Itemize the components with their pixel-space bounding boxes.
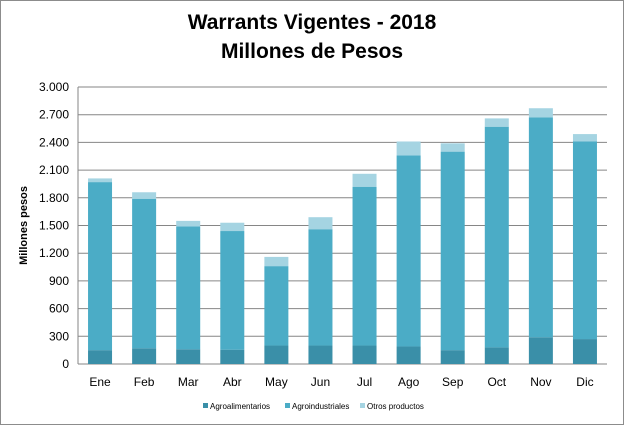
bar-otros-productos: [528, 108, 553, 118]
y-tick-label: 600: [49, 302, 69, 316]
bar-otros-productos: [484, 118, 509, 127]
y-axis-label: Millones pesos: [18, 186, 30, 265]
bar-agroindustriales: [572, 141, 597, 340]
x-tick-label: Feb: [134, 375, 155, 389]
bar-agroalimentarios: [220, 349, 245, 364]
legend-label: Agroalimentarios: [210, 402, 270, 411]
bar-agroindustriales: [88, 182, 113, 351]
x-tick-label: Abr: [223, 375, 242, 389]
bar-agroindustriales: [484, 126, 509, 348]
bar-agroalimentarios: [308, 345, 333, 364]
bar-otros-productos: [308, 217, 333, 230]
x-tick-label: Oct: [487, 375, 506, 389]
x-tick-label: Jun: [311, 375, 330, 389]
bar-otros-productos: [220, 222, 245, 232]
x-tick-label: May: [265, 375, 288, 389]
bar-agroalimentarios: [88, 350, 113, 364]
chart-title: Warrants Vigentes - 2018 Millones de Pes…: [0, 8, 624, 66]
bar-agroindustriales: [264, 266, 289, 346]
x-tick-label: Jul: [357, 375, 372, 389]
y-tick-label: 900: [49, 274, 69, 288]
bar-otros-productos: [440, 143, 465, 152]
bar-otros-productos: [396, 141, 421, 156]
y-tick-label: 1.200: [39, 246, 69, 260]
y-tick-label: 0: [62, 357, 69, 371]
bar-agroindustriales: [176, 226, 201, 350]
bar-otros-productos: [132, 192, 157, 199]
bar-otros-productos: [572, 134, 597, 142]
chart-title-line1: Warrants Vigentes - 2018: [187, 11, 437, 34]
y-tick-label: 2.100: [39, 163, 69, 177]
bar-otros-productos: [176, 220, 201, 227]
y-tick-label: 2.400: [39, 135, 69, 149]
legend-label: Agroindustriales: [292, 402, 349, 411]
x-tick-label: Nov: [530, 375, 551, 389]
bar-agroalimentarios: [396, 346, 421, 364]
bar-agroalimentarios: [176, 349, 201, 364]
legend-swatch: [285, 403, 290, 408]
bar-otros-productos: [352, 173, 377, 187]
y-tick-label: 3.000: [39, 80, 69, 94]
x-tick-label: Dic: [576, 375, 593, 389]
bar-agroindustriales: [220, 231, 245, 350]
bar-agroindustriales: [352, 186, 377, 346]
y-tick-label: 2.700: [39, 108, 69, 122]
bar-otros-productos: [88, 178, 113, 183]
x-tick-label: Sep: [442, 375, 464, 389]
bar-agroalimentarios: [352, 345, 377, 364]
bar-agroalimentarios: [132, 348, 157, 364]
x-tick-label: Mar: [178, 375, 199, 389]
bar-agroalimentarios: [264, 345, 289, 364]
legend-label: Otros productos: [367, 402, 424, 411]
bar-agroalimentarios: [484, 347, 509, 364]
chart-title-line2: Millones de Pesos: [220, 40, 404, 63]
y-tick-label: 300: [49, 329, 69, 343]
bar-agroalimentarios: [572, 339, 597, 364]
bar-agroindustriales: [440, 151, 465, 351]
legend-swatch: [203, 403, 208, 408]
bar-agroindustriales: [528, 117, 553, 338]
bar-agroindustriales: [308, 229, 333, 346]
y-tick-label: 1.800: [39, 191, 69, 205]
y-tick-label: 1.500: [39, 219, 69, 233]
bar-agroindustriales: [132, 198, 157, 349]
bar-agroalimentarios: [440, 350, 465, 364]
bar-agroindustriales: [396, 155, 421, 347]
bar-agroalimentarios: [528, 337, 553, 364]
x-tick-label: Ene: [89, 375, 111, 389]
x-tick-label: Ago: [398, 375, 420, 389]
legend-swatch: [360, 403, 365, 408]
bar-otros-productos: [264, 256, 289, 267]
